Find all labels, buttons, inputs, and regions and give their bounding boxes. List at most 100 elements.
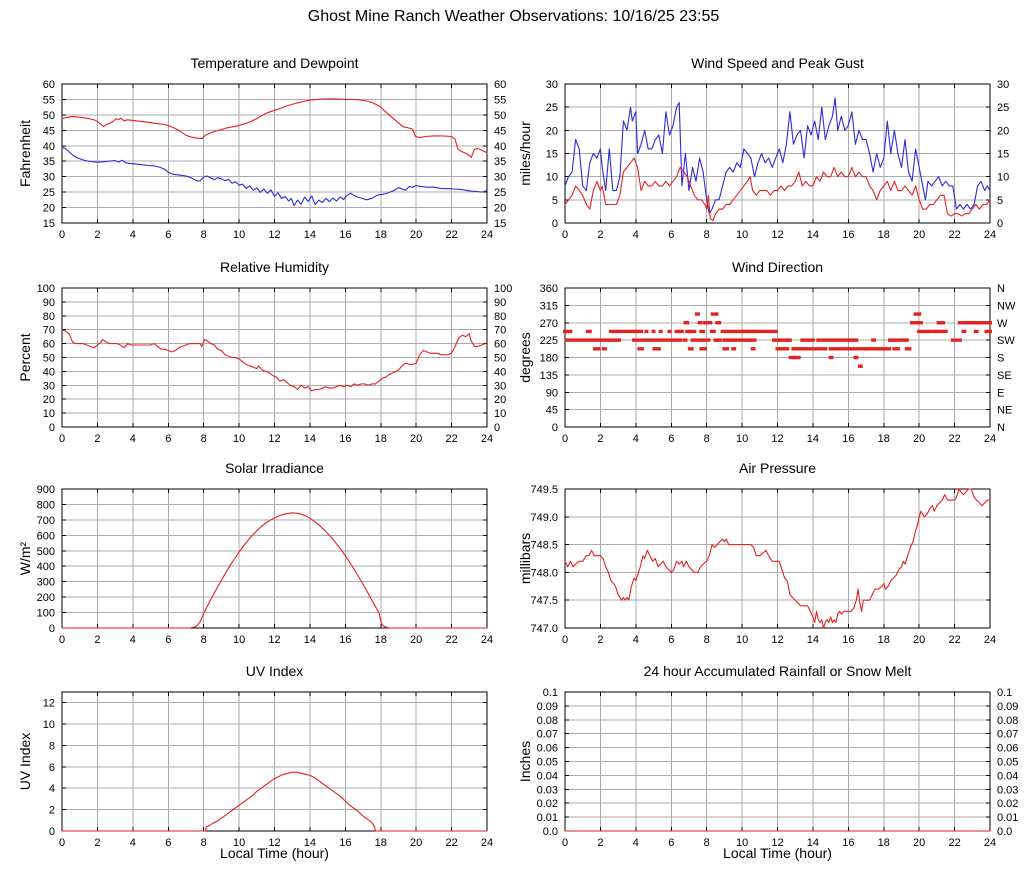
solar-irradiance-xtick: 14 xyxy=(304,634,316,646)
wind-speed-gust-xtick: 16 xyxy=(842,229,854,241)
wind-direction-marker xyxy=(752,329,778,334)
wind-direction-marker xyxy=(644,329,649,334)
solar-irradiance-xtick: 12 xyxy=(268,634,280,646)
solar-irradiance-xtick: 20 xyxy=(410,634,422,646)
uv-index-xtick: 12 xyxy=(268,837,280,849)
temperature-dewpoint-ytick: 40 xyxy=(43,141,55,153)
chart-wind-direction: 0 45 90 135 180 225 270 315 360 N NW W SW S SE E NE N 0 2 4 6… xyxy=(513,244,1026,448)
rainfall-ytick: 0.04 xyxy=(537,770,558,782)
wind-speed-gust-ytick-right: 5 xyxy=(997,195,1003,207)
wind-direction-marker xyxy=(750,347,756,351)
relative-humidity-xtick: 24 xyxy=(481,433,493,445)
wind-speed-gust-xtick: 4 xyxy=(633,229,639,241)
air-pressure-ytick: 747.5 xyxy=(530,595,558,607)
wind-direction-marker xyxy=(782,347,790,351)
relative-humidity-ytick-right: 60 xyxy=(494,339,506,351)
wind-direction-marker xyxy=(887,338,896,342)
wind-direction-marker xyxy=(913,312,922,316)
solar-irradiance-xtick: 10 xyxy=(233,634,245,646)
solar-irradiance-ytick: 800 xyxy=(37,499,55,511)
solar-irradiance-ytick: 700 xyxy=(37,515,55,527)
wind-direction-xtick: 24 xyxy=(984,433,996,445)
wind-direction-marker xyxy=(973,329,979,334)
wind-direction-marker xyxy=(720,329,737,334)
rainfall-ytick: 0.03 xyxy=(537,784,558,796)
wind-direction-ytick: 270 xyxy=(540,318,558,330)
wind-direction-xtick: 22 xyxy=(948,433,960,445)
temperature-dewpoint-xtick: 14 xyxy=(304,229,316,241)
chart-uv-index: 0 2 4 6 8 10 12 0 2 4 6 8 10 12 14 16 18 20 22 24 UV Index UV… xyxy=(0,648,513,878)
relative-humidity-ytick: 90 xyxy=(43,297,55,309)
uv-index-xtick: 24 xyxy=(481,837,493,849)
air-pressure-xtick: 16 xyxy=(842,634,854,646)
air-pressure-ytick: 748.5 xyxy=(530,540,558,552)
temperature-dewpoint-ytick-right: 25 xyxy=(494,187,506,199)
wind-direction-marker xyxy=(800,338,815,342)
wind-direction-marker xyxy=(709,329,716,334)
wind-direction-marker xyxy=(984,329,992,334)
wind-direction-ytick-right: N xyxy=(997,283,1005,295)
wind-direction-marker xyxy=(685,329,691,334)
wind-direction-marker xyxy=(683,321,690,325)
wind-direction-marker xyxy=(917,329,938,334)
solar-irradiance-xtick: 16 xyxy=(339,634,351,646)
wind-direction-marker xyxy=(871,338,877,342)
uv-index-title: UV Index xyxy=(246,663,304,679)
wind-direction-ytick-right: S xyxy=(997,353,1004,365)
wind-direction-marker xyxy=(801,347,819,351)
wind-speed-gust-ytick-right: 25 xyxy=(997,102,1009,114)
wind-speed-gust-xtick: 6 xyxy=(668,229,674,241)
chart-wind-speed-gust: 0 5 10 15 20 25 30 0 5 10 15 20 25 30 0 2 4 6 8 10 12 14 16 18 2… xyxy=(513,40,1026,244)
page-title: Ghost Mine Ranch Weather Observations: 1… xyxy=(307,8,720,25)
uv-index-xtick: 4 xyxy=(130,837,136,849)
temperature-dewpoint-ytick-right: 55 xyxy=(494,94,506,106)
wind-speed-gust-ytick: 30 xyxy=(546,79,558,91)
air-pressure-xtick: 4 xyxy=(633,634,639,646)
rainfall-xtick: 6 xyxy=(668,837,674,849)
rainfall-ytick-right: 0.08 xyxy=(997,715,1018,727)
air-pressure-xtick: 8 xyxy=(704,634,710,646)
uv-index-xtick: 20 xyxy=(410,837,422,849)
wind-direction-ytick: 225 xyxy=(540,335,558,347)
wind-speed-gust-ytick-right: 10 xyxy=(997,172,1009,184)
wind-direction-marker xyxy=(865,347,892,351)
wind-direction-xtick: 12 xyxy=(771,433,783,445)
wind-direction-marker xyxy=(940,321,946,325)
relative-humidity-ytick: 70 xyxy=(43,325,55,337)
wind-direction-marker xyxy=(727,338,735,342)
wind-direction-ytick-right: SE xyxy=(997,370,1012,382)
temperature-dewpoint-xtick: 2 xyxy=(94,229,100,241)
uv-index-ytick: 12 xyxy=(43,698,55,710)
relative-humidity-xtick: 16 xyxy=(339,433,351,445)
relative-humidity-ylabel: Percent xyxy=(17,333,33,381)
solar-irradiance-xtick: 6 xyxy=(165,634,171,646)
wind-direction-ytick-right: SW xyxy=(997,335,1015,347)
wind-direction-xtick: 4 xyxy=(633,433,639,445)
temperature-dewpoint-ytick: 45 xyxy=(43,125,55,137)
wind-direction-marker xyxy=(715,321,722,325)
wind-direction-ytick: 90 xyxy=(546,387,558,399)
rainfall-xtick: 14 xyxy=(807,837,819,849)
solar-irradiance-ytick: 900 xyxy=(37,484,55,496)
solar-irradiance-xtick: 0 xyxy=(59,634,65,646)
uv-index-xtick: 14 xyxy=(304,837,316,849)
rainfall-xtick: 4 xyxy=(633,837,639,849)
rainfall-ytick-right: 0.06 xyxy=(997,743,1018,755)
solar-irradiance-ylabel: W/m² xyxy=(17,541,33,575)
wind-direction-marker xyxy=(655,338,676,342)
solar-irradiance-xtick: 22 xyxy=(445,634,457,646)
relative-humidity-ytick: 10 xyxy=(43,408,55,420)
rainfall-ytick-right: 0.02 xyxy=(997,798,1018,810)
temperature-dewpoint-ytick-right: 60 xyxy=(494,79,506,91)
uv-index-ytick: 6 xyxy=(49,762,55,774)
rainfall-ytick: 0.07 xyxy=(537,729,558,741)
wind-direction-ytick: 315 xyxy=(540,300,558,312)
wind-direction-marker xyxy=(697,321,703,325)
wind-direction-ytick: 0 xyxy=(552,422,558,434)
uv-index-xtick: 0 xyxy=(59,837,65,849)
chart-air-pressure: 747.0 747.5 748.0 748.5 749.0 749.5 0 2 4 6 8 10 12 1… xyxy=(513,445,1026,649)
relative-humidity-ytick-right: 30 xyxy=(494,380,506,392)
